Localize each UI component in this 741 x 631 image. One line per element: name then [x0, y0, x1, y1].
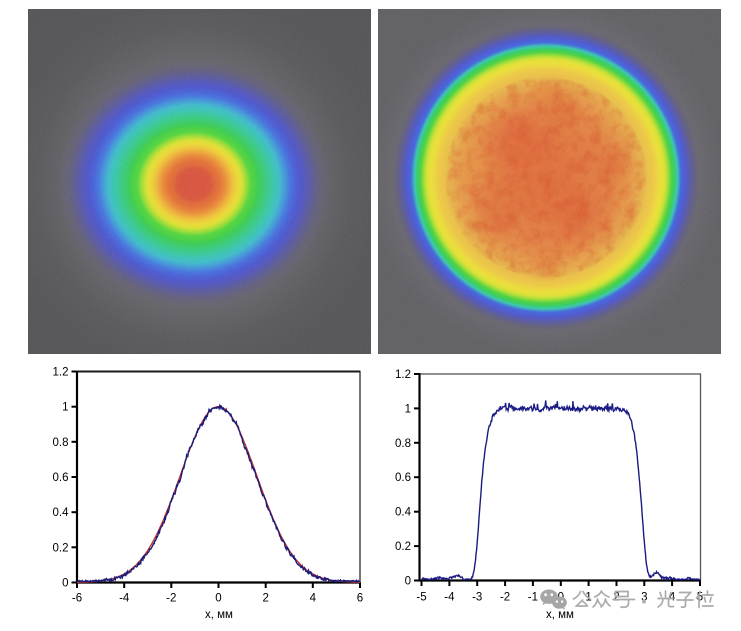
svg-text:0.8: 0.8 [395, 438, 411, 450]
svg-text:0: 0 [405, 576, 411, 588]
svg-text:3: 3 [641, 592, 647, 604]
svg-text:1: 1 [62, 402, 68, 414]
svg-text:0.8: 0.8 [53, 437, 69, 449]
svg-text:0: 0 [215, 593, 221, 605]
svg-text:-1: -1 [528, 592, 538, 604]
svg-text:5: 5 [697, 592, 703, 604]
svg-text:1.2: 1.2 [53, 367, 69, 379]
svg-text:0.4: 0.4 [53, 507, 70, 519]
svg-text:0.2: 0.2 [53, 542, 69, 554]
svg-text:2: 2 [262, 593, 268, 605]
svg-text:х, мм: х, мм [546, 609, 574, 621]
svg-text:0.2: 0.2 [395, 541, 411, 553]
svg-text:-3: -3 [472, 592, 482, 604]
svg-text:0: 0 [62, 578, 68, 590]
svg-text:6: 6 [357, 593, 363, 605]
svg-text:1.2: 1.2 [395, 369, 411, 381]
svg-text:-2: -2 [500, 592, 510, 604]
svg-text:х, мм: х, мм [205, 609, 233, 621]
svg-text:-4: -4 [444, 592, 455, 604]
svg-text:4: 4 [669, 592, 676, 604]
svg-text:-4: -4 [119, 593, 130, 605]
svg-text:0.6: 0.6 [53, 472, 69, 484]
svg-text:0.4: 0.4 [395, 507, 412, 519]
svg-text:0.6: 0.6 [395, 472, 411, 484]
svg-text:-5: -5 [416, 592, 426, 604]
svg-text:-6: -6 [72, 593, 82, 605]
svg-text:-2: -2 [166, 593, 176, 605]
svg-text:1: 1 [405, 403, 411, 415]
svg-text:4: 4 [310, 593, 317, 605]
svg-text:2: 2 [613, 592, 619, 604]
